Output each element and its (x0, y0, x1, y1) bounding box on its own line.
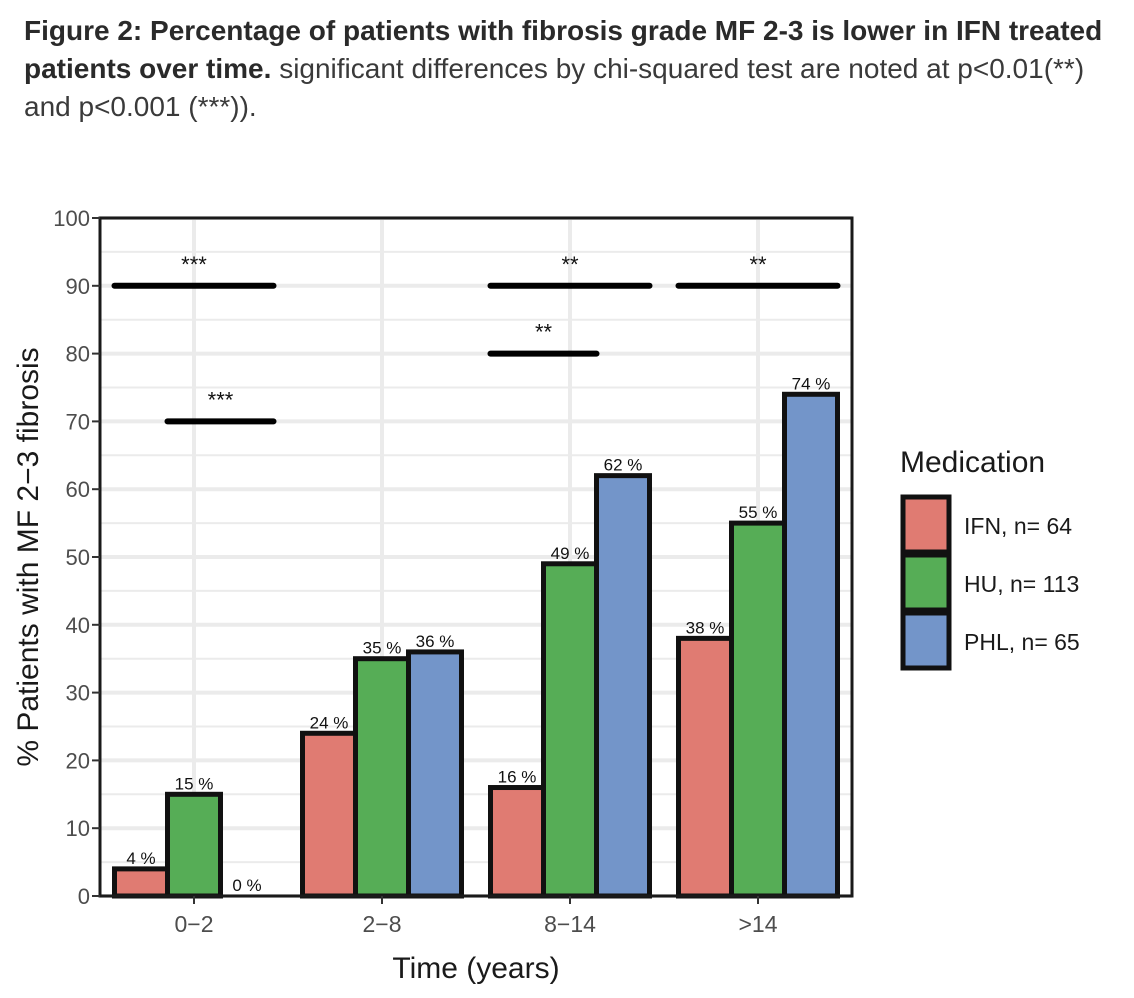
figure-caption: Figure 2: Percentage of patients with fi… (24, 12, 1114, 126)
bar-value-label: 62 % (604, 456, 643, 475)
bar-value-label: 4 % (126, 849, 155, 868)
x-tick-label: 8−14 (544, 911, 596, 937)
legend-title: Medication (900, 446, 1045, 479)
legend: Medication IFN, n= 64 HU, n= 113 PHL, n= 65 (900, 446, 1080, 671)
bar (300, 730, 358, 899)
significance-markers: ************ (111, 252, 841, 425)
x-tick-label: >14 (738, 911, 777, 937)
y-tick-label: 30 (66, 681, 90, 706)
y-tick-label: 40 (66, 613, 90, 638)
bar (165, 791, 223, 899)
bar (488, 785, 546, 899)
significance-label: *** (208, 387, 234, 412)
bar (541, 561, 599, 899)
x-axis-label: Time (years) (392, 952, 559, 985)
bar (729, 520, 787, 899)
bar (406, 649, 464, 899)
significance-label: ** (749, 252, 767, 277)
bar-value-label: 24 % (310, 713, 349, 732)
x-tick-label: 0−2 (174, 911, 213, 937)
significance-label: *** (181, 252, 207, 277)
bar (594, 473, 652, 899)
bar-value-label: 74 % (792, 374, 831, 393)
y-tick-label: 100 (53, 206, 90, 231)
y-tick-label: 10 (66, 816, 90, 841)
bar-value-label: 35 % (363, 639, 402, 658)
caption-title: Figure 2: Percentage of patients with fi… (24, 15, 1103, 84)
bar-value-label: 38 % (686, 618, 725, 637)
y-axis: 0 10 20 30 40 50 60 70 80 90 100 (53, 206, 100, 909)
legend-label: HU, n= 113 (964, 571, 1079, 597)
significance-label: ** (535, 320, 553, 345)
legend-label: PHL, n= 65 (964, 629, 1080, 655)
legend-key (900, 552, 952, 613)
bar-value-label: 36 % (416, 632, 455, 651)
bar-value-label: 15 % (175, 774, 214, 793)
bar (112, 866, 170, 899)
caption-text: significant differences by chi-squared t… (24, 53, 1085, 122)
bar (353, 656, 411, 899)
bar (676, 635, 734, 899)
bar (782, 391, 840, 899)
y-axis-label: % Patients with MF 2−3 fibrosis (12, 347, 45, 766)
y-tick-label: 60 (66, 477, 90, 502)
bar-value-label: 49 % (551, 544, 590, 563)
legend-label: IFN, n= 64 (964, 513, 1072, 539)
bar-value-label: 16 % (498, 768, 537, 787)
y-tick-label: 90 (66, 274, 90, 299)
significance-label: ** (561, 252, 579, 277)
y-tick-label: 20 (66, 748, 90, 773)
legend-key (900, 610, 952, 671)
x-tick-label: 2−8 (362, 911, 401, 937)
y-tick-label: 0 (78, 884, 90, 909)
legend-key (900, 494, 952, 555)
bar-value-label: 55 % (739, 503, 778, 522)
y-tick-label: 50 (66, 545, 90, 570)
y-tick-label: 80 (66, 342, 90, 367)
x-axis: 0−2 2−8 8−14 >14 (174, 896, 778, 937)
bars: 4 % 15 % 0 % 24 % 35 % 36 % 16 % 49 % 62 % 38 % 55… (112, 374, 840, 899)
y-tick-label: 70 (66, 409, 90, 434)
bar-value-label: 0 % (232, 876, 261, 895)
